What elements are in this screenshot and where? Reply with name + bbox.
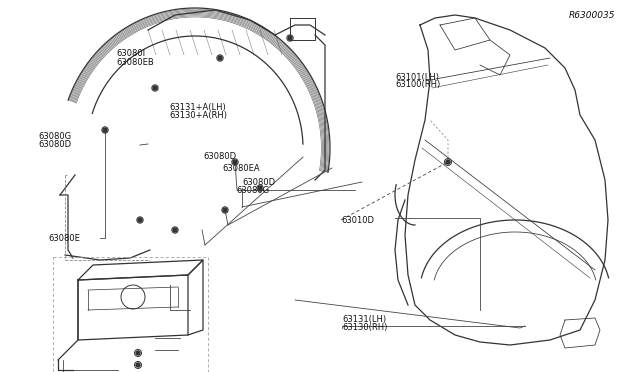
Text: 63100(RH): 63100(RH) [396, 80, 441, 89]
Text: 63010D: 63010D [341, 216, 374, 225]
Circle shape [446, 160, 450, 164]
Circle shape [233, 160, 237, 164]
Circle shape [136, 351, 140, 355]
Text: 63080D: 63080D [242, 178, 275, 187]
Text: 63080E: 63080E [48, 234, 80, 243]
Text: 63130+A(RH): 63130+A(RH) [170, 111, 228, 120]
Circle shape [103, 128, 107, 132]
Text: 63080G: 63080G [237, 186, 270, 195]
Circle shape [258, 186, 262, 190]
Text: 63101(LH): 63101(LH) [396, 73, 440, 81]
Circle shape [153, 86, 157, 90]
Circle shape [138, 218, 142, 222]
Circle shape [218, 56, 222, 60]
Text: 63130(RH): 63130(RH) [342, 323, 388, 332]
Text: 63080D: 63080D [38, 140, 72, 149]
Text: 63080D: 63080D [204, 153, 237, 161]
Circle shape [136, 363, 140, 367]
Text: 63080G: 63080G [38, 132, 72, 141]
Text: 63080I: 63080I [116, 49, 146, 58]
Text: 63131+A(LH): 63131+A(LH) [170, 103, 227, 112]
Text: R6300035: R6300035 [569, 11, 616, 20]
Circle shape [288, 36, 292, 40]
Circle shape [223, 208, 227, 212]
Text: 63080EB: 63080EB [116, 58, 154, 67]
Text: 63131(LH): 63131(LH) [342, 315, 387, 324]
Circle shape [173, 228, 177, 232]
Text: 63080EA: 63080EA [223, 164, 260, 173]
